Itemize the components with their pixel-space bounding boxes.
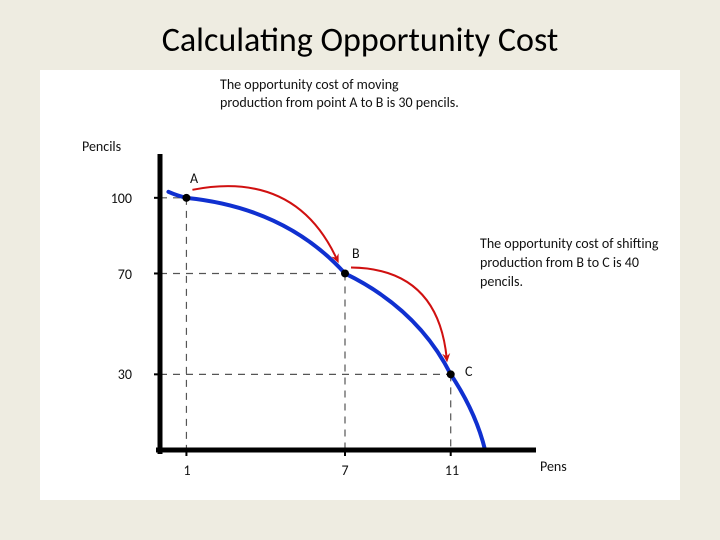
point-a bbox=[182, 194, 190, 202]
page-title: Calculating Opportunity Cost bbox=[0, 20, 720, 61]
dash-lines-layer bbox=[160, 198, 451, 450]
point-c bbox=[447, 370, 455, 378]
arrows-layer bbox=[192, 186, 446, 358]
point-b bbox=[341, 269, 349, 277]
slide: Calculating Opportunity Cost The opportu… bbox=[0, 0, 720, 540]
chart-svg bbox=[40, 70, 680, 500]
chart-area: The opportunity cost of moving productio… bbox=[40, 70, 680, 500]
